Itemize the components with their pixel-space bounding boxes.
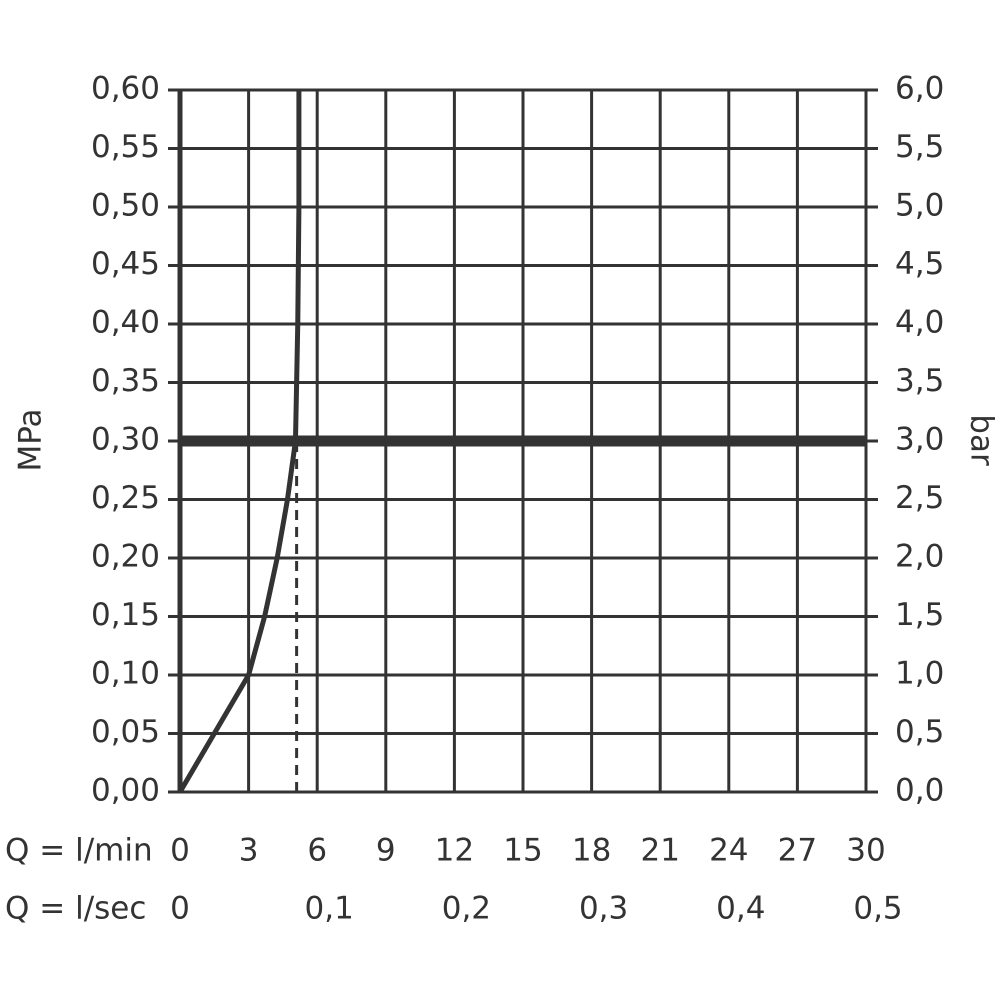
y-tick-label: 0,30 bbox=[91, 422, 160, 458]
y-tick-label: 0,60 bbox=[91, 71, 160, 107]
x2-tick-label: 0,5 bbox=[853, 891, 902, 927]
y-tick-label: 0,35 bbox=[91, 363, 160, 399]
x2-axis-title: Q = l/sec bbox=[5, 891, 146, 927]
x2-tick-label: 0,1 bbox=[305, 891, 354, 927]
y2-tick-label: 5,0 bbox=[895, 188, 944, 224]
x-tick-label: 24 bbox=[709, 833, 748, 869]
x-tick-label: 21 bbox=[640, 833, 679, 869]
y2-tick-label: 5,5 bbox=[895, 129, 944, 165]
y-tick-label: 0,15 bbox=[91, 597, 160, 633]
y2-tick-label: 1,0 bbox=[895, 656, 944, 692]
x2-tick-label: 0,2 bbox=[442, 891, 491, 927]
y2-tick-label: 3,0 bbox=[895, 422, 944, 458]
x2-tick-label: 0,4 bbox=[716, 891, 765, 927]
y2-tick-label: 6,0 bbox=[895, 71, 944, 107]
y-tick-label: 0,10 bbox=[91, 656, 160, 692]
x-tick-label: 12 bbox=[435, 833, 474, 869]
y2-tick-label: 2,0 bbox=[895, 539, 944, 575]
y-tick-label: 0,55 bbox=[91, 129, 160, 165]
x-tick-label: 0 bbox=[170, 833, 190, 869]
x2-tick-label: 0 bbox=[170, 891, 190, 927]
y2-tick-label: 4,0 bbox=[895, 305, 944, 341]
x-tick-label: 30 bbox=[846, 833, 885, 869]
x-tick-label: 18 bbox=[572, 833, 611, 869]
y2-tick-label: 0,0 bbox=[895, 773, 944, 809]
y2-tick-label: 1,5 bbox=[895, 597, 944, 633]
y-tick-label: 0,50 bbox=[91, 188, 160, 224]
y-tick-label: 0,05 bbox=[91, 714, 160, 750]
x-axis-title: Q = l/min bbox=[5, 833, 153, 869]
x-tick-label: 15 bbox=[503, 833, 542, 869]
x-tick-label: 9 bbox=[376, 833, 396, 869]
y-tick-label: 0,25 bbox=[91, 480, 160, 516]
x-tick-label: 27 bbox=[778, 833, 817, 869]
y-tick-label: 0,45 bbox=[91, 246, 160, 282]
y2-tick-label: 4,5 bbox=[895, 246, 944, 282]
curve bbox=[177, 90, 302, 794]
x-tick-label: 3 bbox=[239, 833, 259, 869]
y-axis-title: MPa bbox=[13, 408, 49, 471]
y2-tick-label: 2,5 bbox=[895, 480, 944, 516]
x2-tick-label: 0,3 bbox=[579, 891, 628, 927]
y-tick-label: 0,00 bbox=[91, 773, 160, 809]
y2-tick-label: 0,5 bbox=[895, 714, 944, 750]
y2-axis-title: bar bbox=[964, 414, 1000, 466]
y-tick-label: 0,40 bbox=[91, 305, 160, 341]
y-tick-label: 0,20 bbox=[91, 539, 160, 575]
y2-tick-label: 3,5 bbox=[895, 363, 944, 399]
x-tick-label: 6 bbox=[307, 833, 327, 869]
